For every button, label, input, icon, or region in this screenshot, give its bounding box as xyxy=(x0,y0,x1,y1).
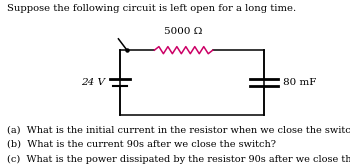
Text: Suppose the following circuit is left open for a long time.: Suppose the following circuit is left op… xyxy=(7,4,296,13)
Text: (a)  What is the initial current in the resistor when we close the switch?: (a) What is the initial current in the r… xyxy=(7,125,350,134)
Text: (b)  What is the current 90s after we close the switch?: (b) What is the current 90s after we clo… xyxy=(7,140,276,149)
Text: 80 mF: 80 mF xyxy=(283,78,316,87)
Text: 5000 Ω: 5000 Ω xyxy=(164,27,203,36)
Text: (c)  What is the power dissipated by the resistor 90s after we close the switch?: (c) What is the power dissipated by the … xyxy=(7,154,350,164)
Text: 24 V: 24 V xyxy=(81,78,105,87)
